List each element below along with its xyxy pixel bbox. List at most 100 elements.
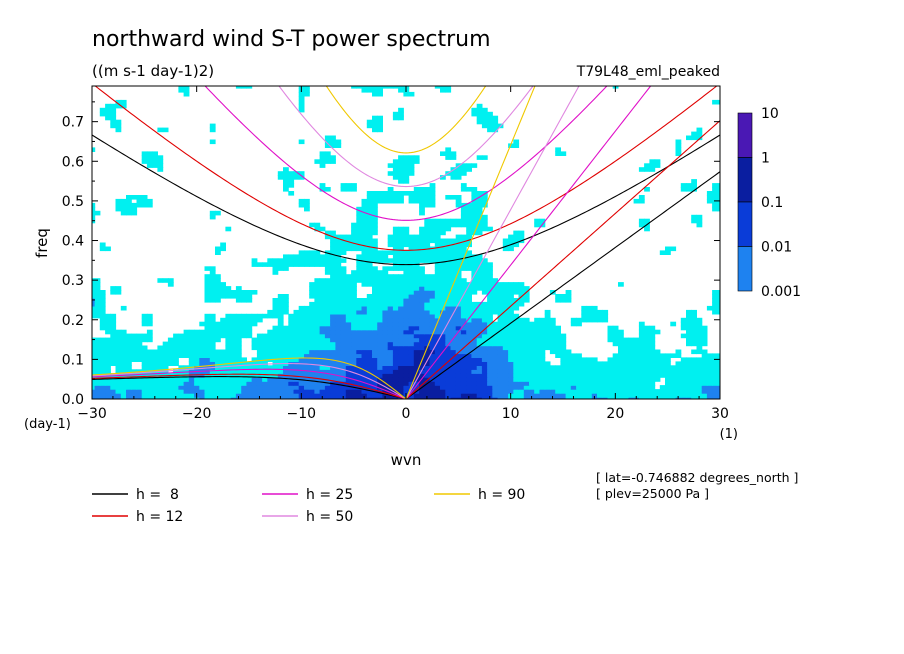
contour-cell	[235, 373, 242, 378]
contour-cell	[413, 333, 420, 339]
contour-cell	[293, 385, 300, 390]
contour-cell	[487, 266, 493, 271]
contour-cell	[544, 385, 551, 390]
contour-cell	[675, 393, 682, 398]
contour-cell	[319, 151, 326, 156]
contour-cell	[356, 238, 363, 244]
contour-cell	[544, 389, 551, 394]
contour-cell	[555, 329, 561, 335]
contour-cell	[487, 365, 493, 370]
contour-cell	[110, 341, 117, 347]
contour-cell	[434, 393, 441, 398]
contour-cell	[115, 381, 122, 386]
contour-cell	[691, 313, 697, 319]
contour-cell	[455, 369, 462, 374]
contour-cell	[314, 317, 321, 323]
contour-cell	[262, 365, 268, 370]
contour-cell	[398, 107, 404, 113]
contour-cell	[508, 389, 514, 394]
contour-cell	[235, 353, 242, 358]
contour-cell	[565, 373, 572, 378]
contour-cell	[717, 361, 720, 366]
contour-cell	[356, 357, 363, 362]
contour-cell	[105, 103, 111, 109]
contour-cell	[434, 329, 441, 335]
contour-cell	[560, 337, 567, 343]
contour-cell	[272, 389, 279, 394]
contour-cell	[419, 234, 425, 240]
y-tick-label: 0.5	[62, 194, 84, 210]
contour-cell	[293, 389, 300, 394]
contour-cell	[471, 313, 478, 319]
contour-cell	[304, 393, 310, 398]
contour-cell	[173, 337, 179, 343]
contour-cell	[204, 349, 211, 355]
contour-cell	[188, 397, 195, 399]
contour-cell	[262, 341, 268, 347]
contour-cell	[152, 159, 158, 164]
contour-cell	[115, 389, 122, 394]
contour-cell	[340, 393, 347, 398]
contour-cell	[445, 377, 452, 382]
contour-cell	[696, 377, 703, 382]
contour-cell	[455, 305, 462, 311]
contour-cell	[220, 282, 226, 287]
contour-cell	[675, 143, 682, 148]
contour-cell	[576, 369, 582, 374]
contour-cell	[330, 321, 336, 327]
contour-cell	[597, 377, 603, 382]
contour-cell	[220, 373, 226, 378]
contour-cell	[183, 91, 190, 97]
contour-cell	[94, 381, 101, 386]
contour-cell	[450, 369, 457, 374]
contour-cell	[424, 198, 431, 204]
contour-cell	[146, 198, 153, 204]
contour-cell	[298, 250, 305, 255]
contour-cell	[403, 377, 410, 382]
contour-cell	[419, 187, 425, 192]
contour-cell	[188, 337, 195, 343]
contour-cell	[366, 345, 373, 351]
contour-cell	[157, 357, 164, 362]
contour-cell	[602, 317, 609, 323]
contour-cell	[126, 337, 132, 343]
contour-cell	[131, 202, 138, 208]
contour-cell	[340, 349, 347, 355]
contour-cell	[602, 309, 609, 315]
contour-cell	[262, 349, 268, 355]
contour-cell	[419, 274, 425, 279]
contour-cell	[618, 341, 624, 347]
contour-cell	[377, 274, 383, 279]
contour-cell	[215, 373, 221, 378]
contour-cell	[314, 222, 321, 228]
contour-cell	[408, 385, 415, 390]
contour-cell	[424, 258, 431, 263]
y-tick-label: 0.2	[62, 313, 84, 329]
contour-cell	[293, 353, 300, 358]
contour-cell	[309, 321, 315, 327]
contour-cell	[293, 262, 300, 267]
contour-cell	[492, 278, 499, 283]
contour-cell	[372, 337, 378, 343]
contour-cell	[419, 250, 425, 255]
contour-cell	[529, 377, 535, 382]
contour-cell	[450, 329, 457, 335]
contour-cell	[403, 191, 410, 196]
contour-cell	[235, 393, 242, 398]
contour-cell	[92, 147, 96, 152]
contour-cell	[471, 282, 478, 287]
contour-cell	[152, 357, 158, 362]
contour-cell	[696, 131, 703, 137]
contour-cell	[230, 381, 237, 386]
contour-cell	[105, 321, 111, 327]
contour-cell	[701, 325, 708, 331]
contour-cell	[283, 329, 289, 335]
contour-cell	[324, 341, 331, 347]
contour-cell	[450, 317, 457, 323]
contour-cell	[115, 353, 122, 358]
contour-cell	[162, 389, 169, 394]
contour-cell	[539, 321, 546, 327]
contour-cell	[146, 333, 153, 339]
contour-cell	[440, 353, 446, 358]
contour-cell	[324, 305, 331, 311]
